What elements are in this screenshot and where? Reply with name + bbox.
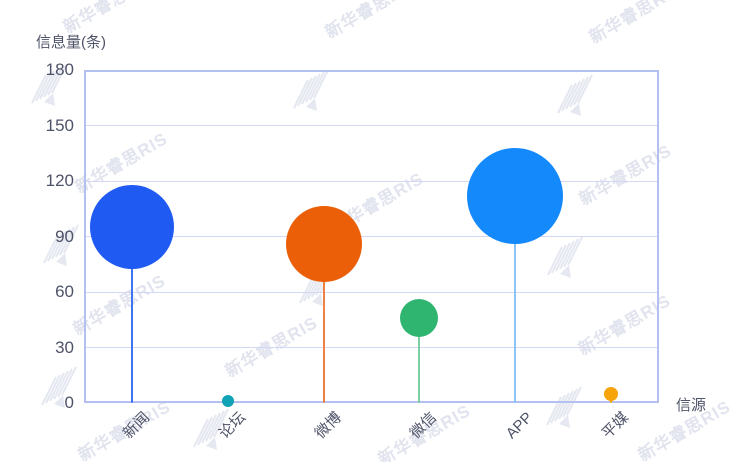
bubble-stem [418, 317, 421, 403]
y-axis-title: 信息量(条) [36, 34, 106, 51]
y-axis-tick-label: 180 [45, 60, 74, 79]
gridline [86, 180, 657, 182]
x-axis-tick-label: 新闻 [119, 409, 153, 443]
gridline [86, 125, 657, 126]
bubble-marker[interactable] [221, 395, 234, 408]
y-axis-tick-label: 150 [45, 115, 74, 135]
bubble-marker[interactable] [604, 386, 619, 401]
bubble-marker[interactable] [400, 298, 439, 337]
plot-area [84, 70, 659, 403]
gridline [86, 291, 657, 293]
x-axis-tick-label: APP [503, 409, 537, 443]
x-axis-tick-label: 微信 [407, 409, 441, 443]
gridline [86, 347, 657, 348]
watermark-text: 新华睿思RIS [586, 0, 685, 48]
x-axis-tick-label: 微博 [311, 409, 345, 443]
bubble-stem [130, 227, 133, 403]
watermark-text: 新华睿思RIS [322, 0, 421, 43]
bubble-marker[interactable] [89, 185, 174, 270]
y-axis-tick-label: 120 [45, 171, 74, 190]
y-axis-tick-label: 90 [55, 226, 74, 246]
y-axis-tick-label: 60 [55, 282, 74, 301]
bubble-marker[interactable] [467, 147, 564, 244]
y-axis-tick-label: 0 [64, 393, 74, 412]
bubble-stem [514, 195, 517, 403]
bubble-stem [322, 243, 325, 403]
y-axis-tick-label: 30 [55, 337, 74, 357]
x-axis-tick-label: 平媒 [598, 409, 633, 443]
bubble-marker[interactable] [285, 205, 362, 282]
x-axis-tick-label: 论坛 [215, 409, 249, 443]
x-axis-title: 信源 [676, 397, 707, 414]
gridline [86, 236, 657, 237]
